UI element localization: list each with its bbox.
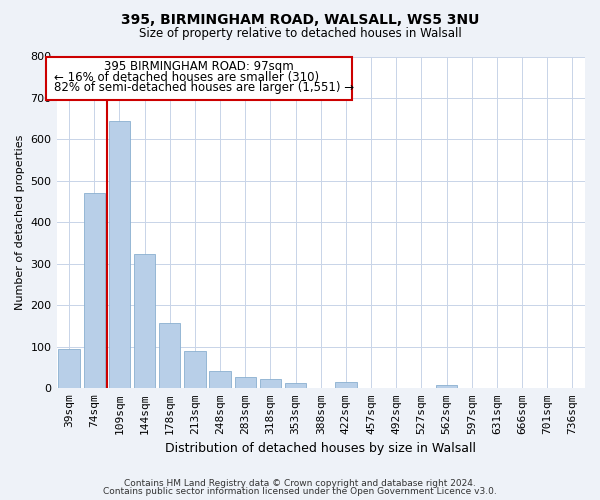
Bar — [58, 350, 80, 389]
Bar — [159, 323, 181, 388]
Bar — [285, 383, 307, 388]
Bar — [335, 382, 356, 388]
Bar — [235, 376, 256, 388]
Text: Contains HM Land Registry data © Crown copyright and database right 2024.: Contains HM Land Registry data © Crown c… — [124, 478, 476, 488]
Y-axis label: Number of detached properties: Number of detached properties — [15, 134, 25, 310]
Bar — [260, 379, 281, 388]
Text: 395, BIRMINGHAM ROAD, WALSALL, WS5 3NU: 395, BIRMINGHAM ROAD, WALSALL, WS5 3NU — [121, 12, 479, 26]
Bar — [436, 384, 457, 388]
Bar — [83, 194, 105, 388]
Bar — [184, 351, 206, 389]
Text: ← 16% of detached houses are smaller (310): ← 16% of detached houses are smaller (31… — [54, 72, 319, 85]
Bar — [134, 254, 155, 388]
FancyBboxPatch shape — [46, 56, 352, 100]
X-axis label: Distribution of detached houses by size in Walsall: Distribution of detached houses by size … — [165, 442, 476, 455]
Text: 82% of semi-detached houses are larger (1,551) →: 82% of semi-detached houses are larger (… — [54, 82, 354, 94]
Bar — [109, 121, 130, 388]
Text: Contains public sector information licensed under the Open Government Licence v3: Contains public sector information licen… — [103, 487, 497, 496]
Text: Size of property relative to detached houses in Walsall: Size of property relative to detached ho… — [139, 28, 461, 40]
Text: 395 BIRMINGHAM ROAD: 97sqm: 395 BIRMINGHAM ROAD: 97sqm — [104, 60, 294, 73]
Bar — [209, 371, 231, 388]
